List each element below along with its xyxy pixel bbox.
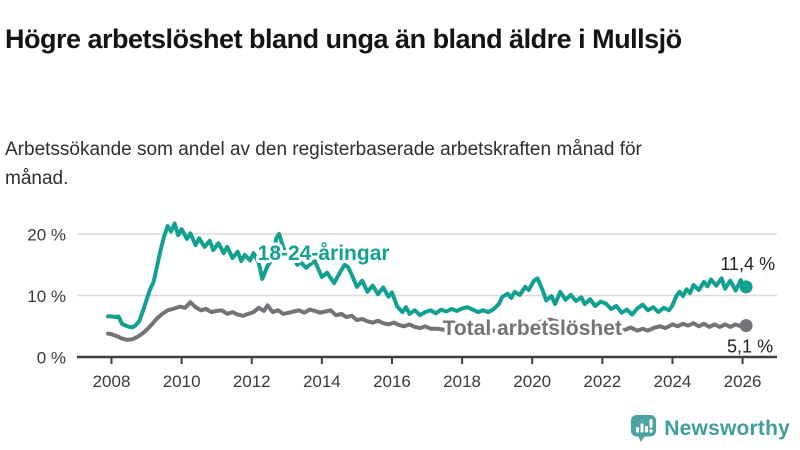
y-axis-label: 0 % — [37, 349, 66, 368]
end-value-label: 5,1 % — [727, 337, 773, 357]
x-axis-label: 2024 — [654, 372, 692, 391]
x-axis-label: 2012 — [233, 372, 271, 391]
x-axis-label: 2010 — [163, 372, 201, 391]
brand-wordmark: Newsworthy — [664, 416, 790, 440]
bar-chart-speech-bubble-icon — [631, 415, 657, 442]
x-axis-label: 2026 — [724, 372, 762, 391]
y-axis-label: 10 % — [27, 287, 66, 306]
x-axis-label: 2016 — [373, 372, 411, 391]
series-end-dot — [739, 280, 753, 294]
x-axis-label: 2020 — [513, 372, 551, 391]
series-label: 18-24-åringar — [258, 242, 390, 265]
x-axis-label: 2008 — [93, 372, 131, 391]
end-value-label: 11,4 % — [720, 254, 775, 274]
series-line — [106, 221, 749, 330]
x-axis-label: 2014 — [303, 372, 341, 391]
series-label: Total arbetslöshet — [443, 317, 622, 340]
x-axis-label: 2022 — [583, 372, 621, 391]
chart-subtitle: Arbetssökande som andel av den registerb… — [5, 139, 642, 189]
series-line — [106, 300, 749, 342]
newsworthy-logo: Newsworthy — [630, 414, 790, 443]
y-axis-label: 20 % — [27, 226, 66, 245]
unemployment-line-chart: 0 % 10 % 20 % 18-24-åringar Total arbetslösh… — [27, 221, 777, 391]
page-title: Högre arbetslöshet bland unga än bland ä… — [5, 24, 682, 55]
series-end-dot — [739, 319, 753, 333]
x-axis-label: 2018 — [443, 372, 481, 391]
